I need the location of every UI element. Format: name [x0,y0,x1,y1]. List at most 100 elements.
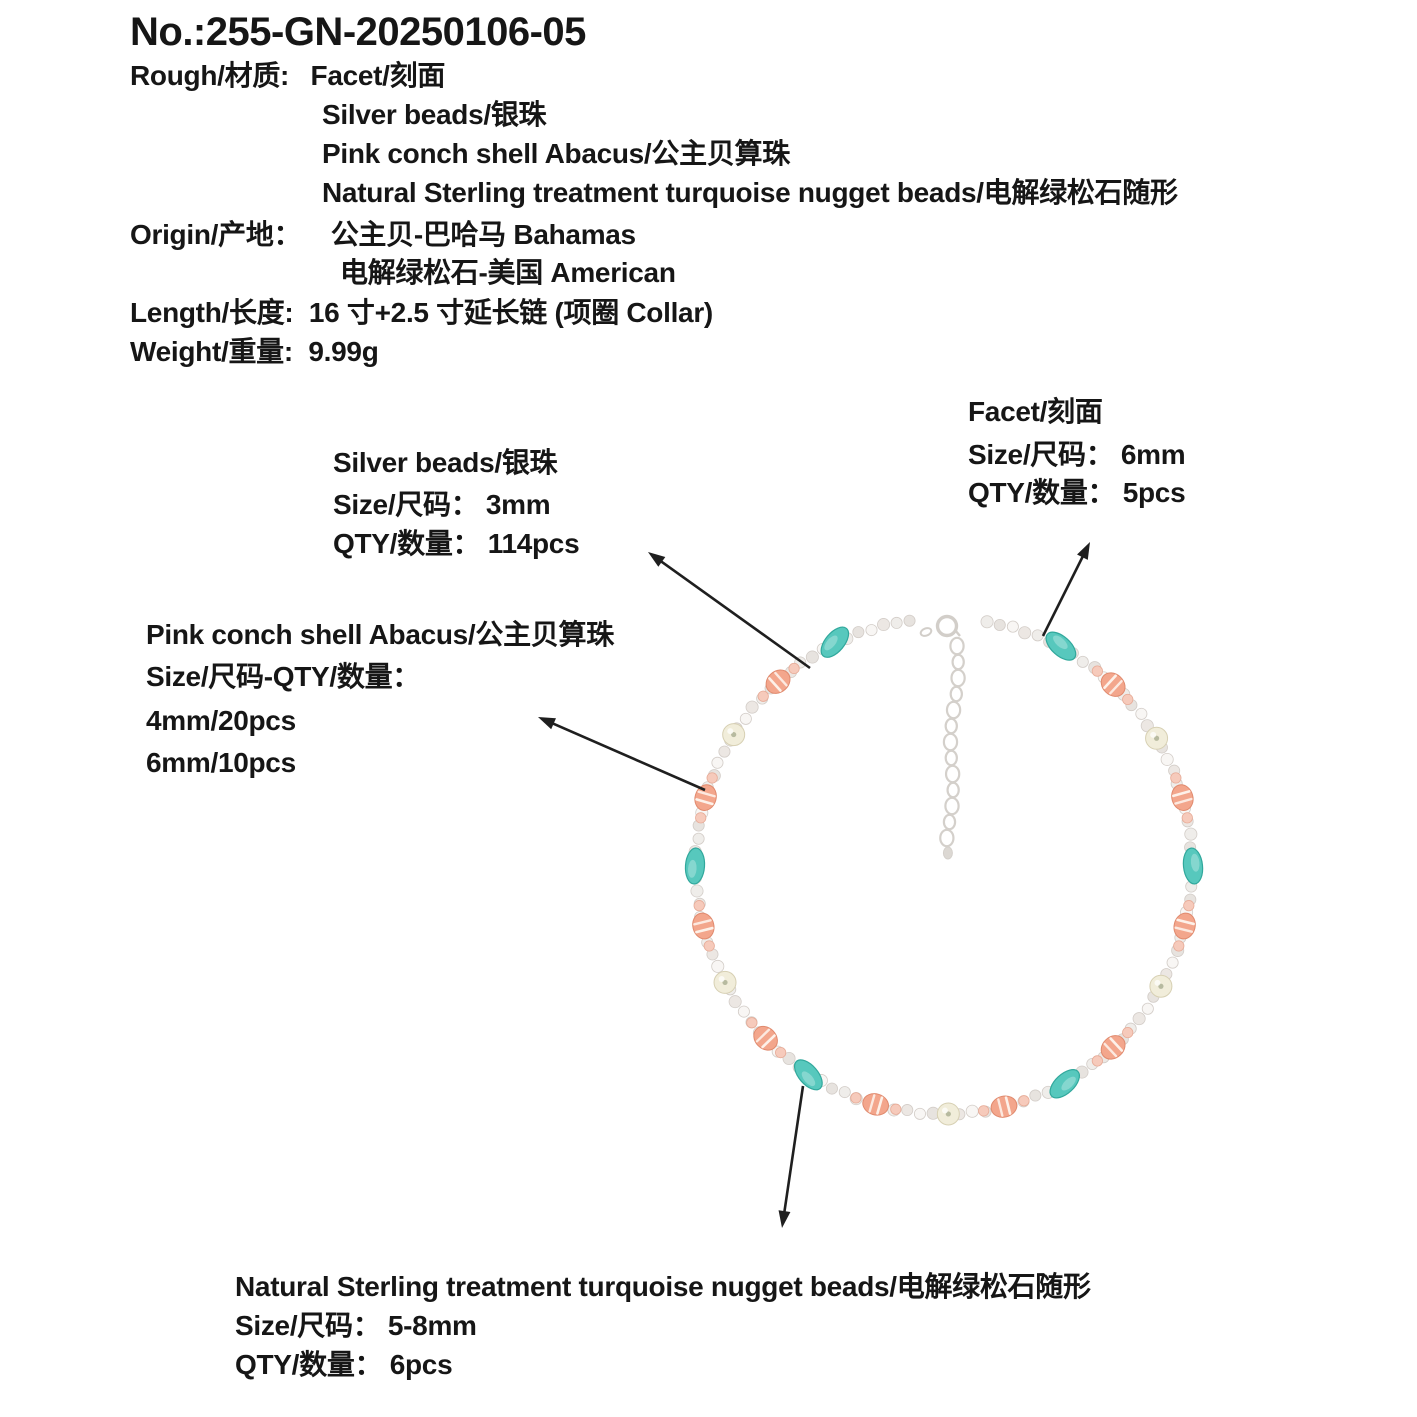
silver-bead [980,615,994,629]
silver-bead [782,1051,796,1065]
silver-bead [838,1086,851,1099]
silver-bead [965,1104,979,1118]
silver-bead [1076,655,1089,668]
turquoise-nugget-bead [793,1059,823,1091]
silver-bead [1018,626,1032,640]
origin-value-2: 电解绿松石-美国 American [340,257,676,288]
silver-bead [852,626,865,639]
pink-flanker-bead [850,1092,862,1104]
facet-bead [1145,726,1169,750]
weight-row: Weight/重量: 9.99g [130,336,379,368]
turquoise-nugget-bead [820,626,850,658]
silver-bead [1160,752,1174,766]
silver-bead [692,832,705,845]
silver-bead [711,959,725,973]
silver-bead [739,712,752,725]
pink-flanker-bead [1173,940,1185,952]
silver-bead [718,745,731,758]
silver-bead [805,650,819,664]
length-value: 16 寸+2.5 寸延长链 (项圈 Collar) [308,297,713,328]
pink-flanker-bead [1122,1026,1134,1039]
origin-row: Origin/产地： 公主贝-巴哈马 Bahamas [130,219,636,251]
silver-bead [1166,956,1179,969]
silver-bead [913,1107,926,1120]
pink-conch-bead [1171,784,1194,811]
pink-conch-bead [694,784,717,811]
turquoise-callout-title: Natural Sterling treatment turquoise nug… [235,1271,1091,1302]
turquoise-callout-qty: QTY/数量： 6pcs [235,1349,453,1380]
rough-material-1: Facet/刻面 [310,60,446,91]
turquoise-nugget-bead [1045,631,1077,661]
pink-callout-title: Pink conch shell Abacus/公主贝算珠 [146,619,614,650]
weight-value: 9.99g [308,336,379,367]
silver-bead [1141,1002,1154,1015]
silver-bead [865,624,878,637]
facet-bead [713,970,737,994]
turquoise-callout-size: Size/尺码： 5-8mm [235,1310,477,1341]
facet-callout-title: Facet/刻面 [968,396,1103,427]
silver-bead [1135,707,1148,720]
rough-material-row: Rough/材质: Facet/刻面 [130,60,445,92]
pink-flanker-bead [1122,693,1134,706]
facet-bead [1149,974,1173,998]
pink-conch-bead [1100,1035,1126,1060]
rough-label: Rough/材质: [130,60,290,91]
length-row: Length/长度: 16 寸+2.5 寸延长链 (项圈 Collar) [130,297,713,329]
pink-callout-label: Size/尺码-QTY/数量： [146,661,420,692]
pink-flanker-bead [757,690,769,702]
silver-bead [993,619,1006,632]
pink-conch-bead [990,1095,1018,1118]
length-label: Length/长度: [130,297,294,328]
turquoise-nugget-bead [1182,847,1204,885]
silver-bead [1132,1012,1146,1026]
silver-bead [1031,629,1044,642]
rough-material-3: Pink conch shell Abacus/公主贝算珠 [322,138,790,169]
product-number: No.:255-GN-20250106-05 [130,10,586,54]
facet-bead [722,723,746,747]
pink-conch-bead [692,912,715,940]
pink-flanker-bead [706,772,718,784]
facet-callout-size: Size/尺码： 6mm [968,439,1186,470]
silver-bead [711,756,724,769]
pink-conch-bead [1173,912,1196,940]
pink-flanker-bead [695,812,707,824]
silver-bead [728,995,742,1009]
pink-callout-row1: 4mm/20pcs [146,705,296,736]
pink-flanker-bead [746,1017,758,1029]
silver-callout-title: Silver beads/银珠 [333,447,558,478]
facet-bead [936,1102,960,1126]
silver-bead [1184,827,1198,841]
silver-bead [825,1082,838,1095]
rough-material-2: Silver beads/银珠 [322,99,547,130]
pink-flanker-bead [1091,1055,1103,1067]
weight-label: Weight/重量: [130,336,293,367]
pink-flanker-bead [703,940,715,952]
pink-conch-bead [765,669,791,694]
origin-value-1: 公主贝-巴哈马 Bahamas [330,219,636,250]
pink-flanker-bead [693,900,705,912]
pink-flanker-bead [1091,665,1103,677]
pink-flanker-bead [978,1105,990,1117]
silver-bead [901,1104,914,1117]
callout-arrows [538,542,1090,1228]
silver-callout-qty: QTY/数量： 114pcs [333,528,580,559]
clasp [919,614,961,638]
turquoise-nugget-bead [684,847,706,885]
pink-conch-bead [753,1025,778,1051]
silver-bead [890,616,903,629]
turquoise-nugget-bead [1049,1069,1080,1099]
pink-flanker-bead [1181,812,1193,824]
pink-callout-row2: 6mm/10pcs [146,747,296,778]
silver-bead [903,614,916,627]
facet-arrow [1041,542,1090,637]
silver-bead [745,700,759,714]
pink-conch-bead [862,1093,889,1116]
silver-bead [690,884,704,898]
pink-flanker-bead [775,1046,787,1059]
pink-flanker-bead [1183,900,1195,912]
pink-flanker-bead [1170,772,1182,784]
pink-conch-bead [1100,672,1126,697]
silver-beads-arrow [648,552,811,670]
